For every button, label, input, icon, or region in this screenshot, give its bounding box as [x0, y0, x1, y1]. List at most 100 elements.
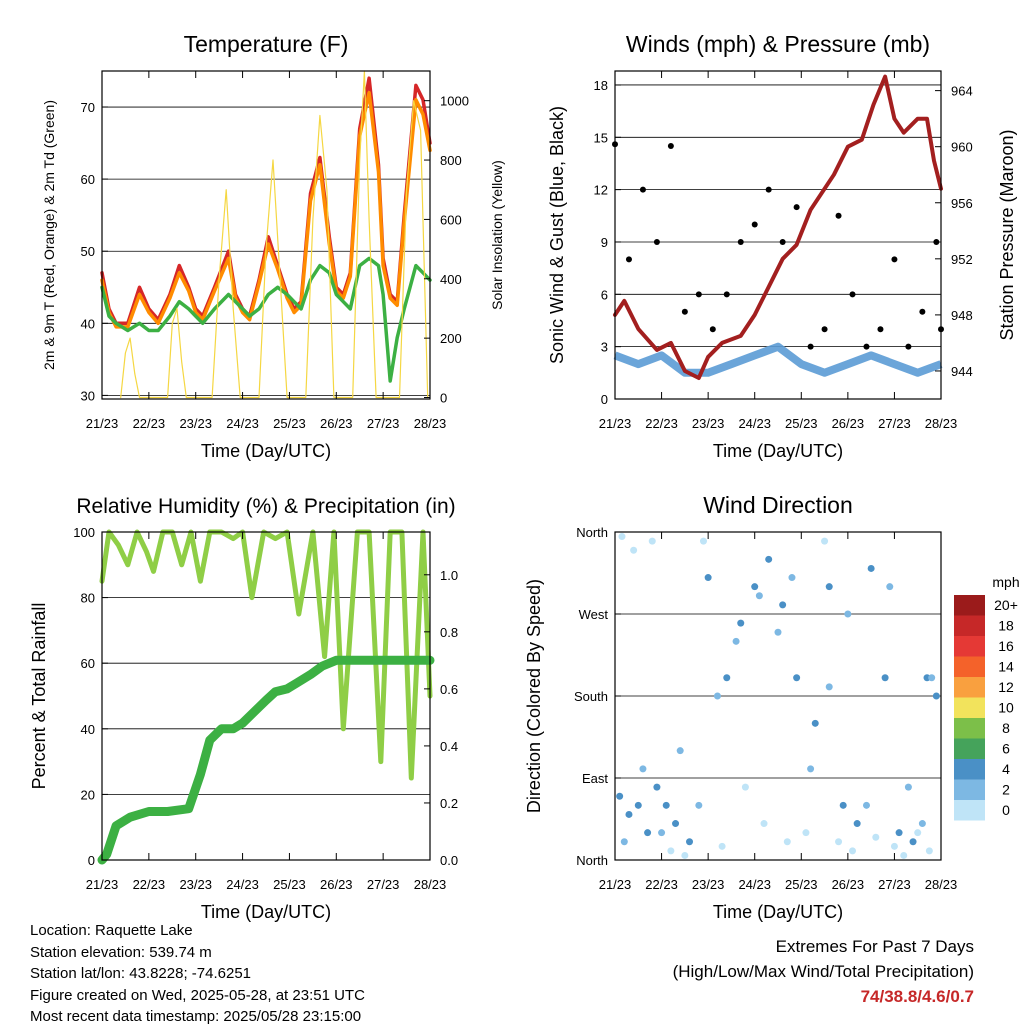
y-right-tick-label: 964: [951, 84, 973, 99]
legend-label: 12: [998, 679, 1014, 695]
y-right-tick-label: 1000: [440, 94, 469, 109]
direction-point: [681, 851, 689, 859]
direction-point: [904, 783, 912, 791]
direction-point: [881, 674, 889, 682]
direction-point: [620, 838, 628, 846]
y-tick-label: 20: [81, 787, 95, 802]
x-tick-label: 25/23: [273, 877, 306, 892]
direction-point: [648, 537, 656, 545]
x-tick-label: 24/23: [738, 877, 771, 892]
gust-point: [653, 238, 660, 245]
legend-swatch: [954, 615, 985, 636]
plot-frame: [614, 70, 942, 400]
direction-point: [618, 533, 626, 541]
gust-point: [695, 291, 702, 298]
recent-data-text: Most recent data timestamp: 2025/05/28 2…: [30, 1008, 362, 1025]
legend-swatch: [954, 718, 985, 739]
direction-point: [862, 801, 870, 809]
x-tick-label: 28/23: [925, 877, 958, 892]
gust-point: [905, 343, 912, 350]
direction-point: [872, 833, 880, 841]
y-right-tick-label: 0.2: [440, 796, 458, 811]
legend-label: 16: [998, 638, 1014, 654]
elevation-text: Station elevation: 539.74 m: [30, 943, 212, 961]
gust-point: [877, 326, 884, 333]
direction-point: [625, 810, 633, 818]
direction-point: [751, 583, 759, 591]
legend-swatch: [954, 738, 985, 759]
direction-point: [802, 829, 810, 837]
x-tick-label: 24/23: [226, 416, 259, 431]
y-tick-label: 60: [81, 656, 95, 671]
x-tick-label: 28/23: [925, 416, 958, 431]
direction-point: [732, 637, 740, 645]
series-line: [97, 655, 435, 865]
direction-point: [807, 765, 815, 773]
legend-swatch: [954, 677, 985, 698]
y-tick-label: 18: [594, 78, 608, 93]
legend-swatch: [954, 759, 985, 780]
x-tick-label: 23/23: [692, 877, 725, 892]
gust-point: [793, 204, 800, 211]
panel-4: [614, 531, 985, 861]
legend-swatch: [954, 656, 985, 677]
chart-title: Relative Humidity (%) & Precipitation (i…: [76, 495, 455, 518]
x-tick-label: 23/23: [179, 416, 212, 431]
legend-label: 4: [1002, 761, 1010, 777]
panel-3: [97, 529, 435, 865]
gust-point: [779, 238, 786, 245]
gust-point: [625, 256, 632, 263]
direction-point: [741, 783, 749, 791]
x-tick-label: 21/23: [86, 416, 119, 431]
y-right-tick-label: 800: [440, 153, 462, 168]
y-right-tick-label: 0.0: [440, 853, 458, 868]
x-tick-label: 23/23: [692, 416, 725, 431]
legend-label: 2: [1002, 782, 1010, 798]
x-tick-label: 25/23: [273, 416, 306, 431]
direction-point: [653, 783, 661, 791]
x-tick-label: 28/23: [414, 877, 447, 892]
chart-title: Wind Direction: [703, 492, 853, 518]
direction-point: [676, 747, 684, 755]
gust-point: [835, 212, 842, 219]
y-tick-label: 9: [601, 235, 608, 250]
direction-point: [895, 829, 903, 837]
y-right-tick-label: 944: [951, 364, 973, 379]
gust-point: [849, 291, 856, 298]
x-tick-label: 25/23: [785, 416, 818, 431]
x-tick-label: 26/23: [832, 877, 865, 892]
direction-point: [900, 851, 908, 859]
y-axis-label: Sonic Wind & Gust (Blue, Black): [547, 106, 567, 364]
gust-point: [765, 186, 772, 193]
direction-point: [644, 829, 652, 837]
direction-point: [658, 829, 666, 837]
y-tick-label: North: [576, 853, 608, 868]
x-tick-label: 21/23: [599, 416, 632, 431]
x-tick-label: 27/23: [367, 416, 400, 431]
direction-point: [811, 719, 819, 727]
direction-point: [779, 601, 787, 609]
panel-1: [100, 70, 432, 400]
x-tick-label: 28/23: [414, 416, 447, 431]
direction-point: [914, 829, 922, 837]
direction-point: [821, 537, 829, 545]
x-axis-label: Time (Day/UTC): [713, 902, 843, 922]
y-right-tick-label: 600: [440, 212, 462, 227]
created-text: Figure created on Wed, 2025-05-28, at 23…: [30, 986, 365, 1004]
legend-label: 20+: [994, 597, 1018, 613]
direction-point: [793, 674, 801, 682]
y-tick-label: 0: [601, 392, 608, 407]
x-tick-label: 21/23: [86, 877, 119, 892]
direction-point: [634, 801, 642, 809]
y-tick-label: 40: [81, 722, 95, 737]
y-tick-label: 3: [601, 340, 608, 355]
x-axis-label: Time (Day/UTC): [201, 902, 331, 922]
y-right-tick-label: 952: [951, 252, 973, 267]
station-info: Location: Raquette Lake Station elevatio…: [30, 920, 365, 1028]
y-right-tick-label: 400: [440, 272, 462, 287]
gust-point: [919, 308, 926, 315]
direction-point: [925, 847, 933, 855]
direction-point: [672, 820, 680, 828]
legend-label: 6: [1002, 741, 1010, 757]
